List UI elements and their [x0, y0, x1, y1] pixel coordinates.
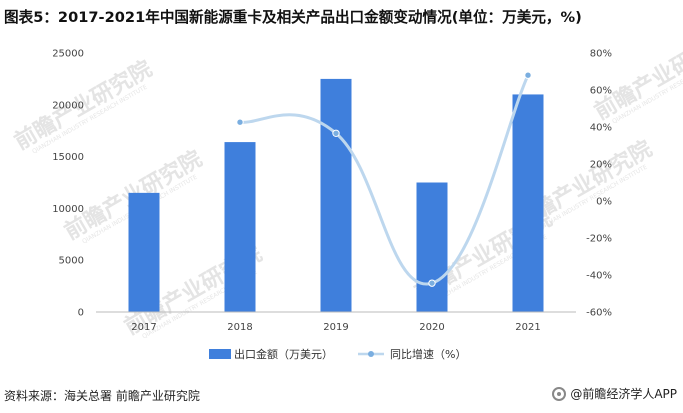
left-axis-tick-label: 20000 — [52, 100, 84, 111]
brand-credit: @前瞻经济学人APP — [552, 385, 677, 402]
chart-title: 图表5：2017-2021年中国新能源重卡及相关产品出口金额变动情况(单位：万美… — [4, 9, 582, 26]
brand-logo-icon — [552, 386, 567, 401]
x-axis-tick-label: 2017 — [131, 322, 156, 333]
legend-bar-swatch — [209, 349, 231, 359]
bar — [512, 94, 544, 312]
left-axis-tick-label: 10000 — [52, 204, 84, 215]
bar — [128, 192, 160, 312]
bar — [320, 78, 352, 313]
bar — [224, 142, 256, 312]
right-axis-tick-label: -20% — [586, 234, 612, 245]
legend: 出口金额（万美元） 同比增速（%） — [209, 347, 466, 361]
source-note: 资料来源：海关总署 前瞻产业研究院 — [4, 389, 200, 403]
line-series — [236, 71, 532, 287]
x-axis-tick-label: 2021 — [515, 322, 540, 333]
bar — [416, 182, 448, 312]
x-axis-tick-label: 2018 — [227, 322, 252, 333]
right-axis-tick-label: -40% — [586, 271, 612, 282]
right-axis-tick-label: 40% — [590, 123, 612, 134]
right-axis-tick-label: -60% — [586, 308, 612, 319]
left-axis-tick-label: 15000 — [52, 152, 84, 163]
right-axis-tick-label: 80% — [590, 49, 612, 60]
left-axis-tick-label: 5000 — [59, 256, 84, 267]
growth-rate-point — [236, 118, 244, 126]
x-axis-tick-label: 2020 — [419, 322, 444, 333]
growth-rate-point — [332, 129, 340, 137]
left-axis-ticks: 0 5000 10000 15000 20000 25000 — [52, 49, 84, 319]
legend-line-label: 同比增速（%） — [390, 347, 466, 361]
x-axis-tick-label: 2019 — [323, 322, 348, 333]
bar-series — [128, 78, 544, 313]
right-axis-tick-label: 20% — [590, 160, 612, 171]
legend-bar-label: 出口金额（万美元） — [234, 347, 333, 361]
left-axis-tick-label: 0 — [78, 308, 84, 319]
growth-rate-point — [428, 279, 436, 287]
brand-text: @前瞻经济学人APP — [570, 387, 677, 401]
left-axis-tick-label: 25000 — [52, 49, 84, 60]
x-axis-ticks: 2017 2018 2019 2020 2021 — [131, 322, 540, 333]
right-axis-ticks: -60% -40% -20% 0% 20% 40% 60% 80% — [586, 49, 612, 319]
growth-rate-point — [524, 71, 532, 79]
right-axis-tick-label: 0% — [596, 197, 612, 208]
right-axis-tick-label: 60% — [590, 86, 612, 97]
legend-line-marker — [368, 351, 374, 357]
growth-rate-line — [239, 74, 530, 286]
